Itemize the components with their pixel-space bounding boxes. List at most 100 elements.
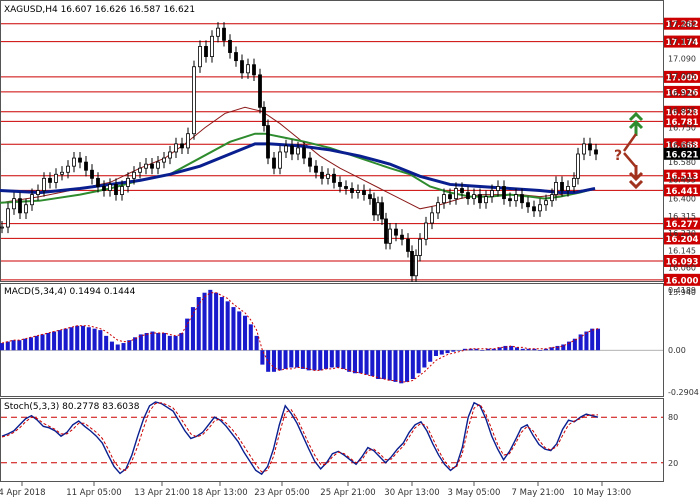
macd-bar [219, 297, 224, 351]
stoch-title: Stoch(5,3,3) 80.2778 83.6038 [4, 402, 140, 412]
macd-bar [306, 350, 311, 371]
candle-body [406, 238, 410, 252]
candle-body [484, 196, 488, 204]
candle-body [372, 198, 376, 216]
price-level-tag [664, 105, 700, 118]
stoch-y-tick-label: 20 [668, 459, 678, 468]
candle-body [478, 194, 482, 204]
candle-body [234, 52, 238, 62]
price-level-label: 17.174 [666, 38, 699, 48]
macd-bar [474, 348, 479, 351]
stoch-y-tick-label: 80 [668, 413, 678, 422]
macd-bar [543, 348, 548, 351]
macd-bar [595, 328, 601, 351]
stoch-series-1 [1, 402, 598, 473]
price-y-tick-label: 16.060 [668, 264, 696, 273]
macd-bar [277, 350, 282, 371]
candle-body [186, 133, 190, 149]
price-level-tag [664, 232, 700, 245]
candle-body [414, 255, 418, 277]
current-price-label: 16.621 [666, 150, 699, 160]
candle-body [60, 171, 64, 175]
macd-bar [115, 344, 120, 351]
ma-line-2 [0, 142, 596, 195]
macd-bar [503, 345, 508, 351]
candle-body [380, 202, 384, 220]
candle-body [222, 27, 226, 41]
price-y-tick-label: 16.400 [668, 195, 696, 204]
price-level-tag [664, 138, 700, 151]
candle-body [66, 165, 70, 173]
macd-bar [5, 341, 10, 351]
candle-body [424, 222, 428, 240]
candle-body [550, 194, 554, 202]
price-level-label: 17.262 [666, 20, 699, 30]
macd-bar [549, 347, 554, 351]
macd-bar [185, 318, 190, 351]
candle-body [272, 157, 276, 169]
macd-bar [161, 332, 167, 351]
candle-body [344, 186, 348, 189]
stoch-lines [1, 401, 599, 476]
macd-bar [428, 350, 433, 362]
price-panel-frame [0, 0, 664, 282]
candle-body [36, 190, 40, 195]
macd-bar [23, 338, 28, 351]
macd-bar [173, 335, 178, 351]
macd-bar [225, 301, 230, 351]
x-tick-label: 11 Apr 05:00 [66, 488, 121, 498]
candle-body [54, 173, 58, 183]
macd-bar [86, 327, 91, 351]
macd-bar [416, 350, 421, 374]
x-tick-label: 10 May 13:00 [573, 488, 631, 498]
candle-body [204, 46, 208, 57]
candle-body [326, 173, 330, 179]
price-y-tick-label: 16.495 [668, 175, 696, 184]
macd-signal-path [1, 292, 599, 383]
candle-body [566, 186, 570, 191]
macd-bar [57, 330, 62, 351]
candle-body [18, 198, 22, 214]
macd-bar [555, 345, 560, 351]
macd-bar [266, 350, 271, 372]
price-y-tick-label: 16.315 [668, 212, 696, 221]
price-y-tick-label: 17.260 [668, 20, 696, 29]
price-level-tag [664, 169, 700, 182]
candle-body [210, 35, 214, 57]
x-tick-label: 7 May 21:00 [512, 488, 565, 498]
macd-bar [52, 331, 57, 351]
candle-body [454, 188, 458, 200]
macd-bar [295, 350, 300, 368]
macd-bar [422, 350, 427, 368]
price-level-tag [664, 254, 700, 267]
macd-bar [312, 350, 317, 371]
candle-body [384, 218, 388, 244]
x-tick-label: 25 Apr 21:00 [320, 488, 375, 498]
stoch-y-axis: 80 20 [668, 413, 678, 468]
macd-bar [121, 343, 126, 351]
price-level-tag [664, 85, 700, 98]
x-tick-label: 30 Apr 13:00 [384, 488, 439, 498]
macd-bar [133, 337, 138, 351]
candle-body [588, 143, 592, 151]
candle-body [198, 46, 202, 68]
price-title: XAGUSD,H4 16.607 16.626 16.587 16.621 [4, 5, 195, 15]
candle-body [114, 184, 118, 195]
candle-body [290, 145, 294, 155]
macd-bar [98, 330, 103, 351]
candle-body [24, 204, 28, 214]
candle-body [502, 186, 506, 200]
price-y-tick-label: 17.175 [668, 37, 696, 46]
candle-body [466, 192, 470, 200]
candle-body [388, 228, 392, 244]
macd-bar [237, 311, 242, 351]
candle-body [400, 234, 404, 240]
macd-bar [138, 334, 143, 351]
price-level-label: 17.000 [666, 73, 699, 83]
candle-body [582, 143, 586, 155]
candle-body [362, 190, 366, 195]
macd-y-tick-label: 0.00 [668, 346, 686, 355]
candle-body [262, 106, 266, 126]
macd-bar [179, 332, 184, 351]
